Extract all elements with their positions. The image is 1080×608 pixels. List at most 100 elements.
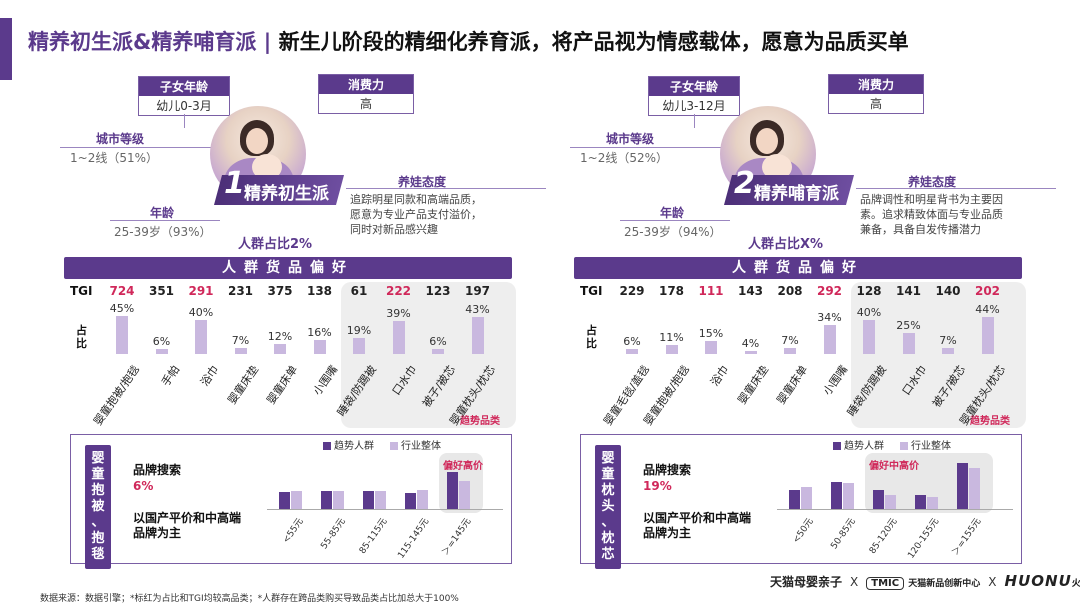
brand-description: 以国产平价和中高端品牌为主 <box>133 511 242 540</box>
share-bar <box>823 325 836 354</box>
category-label: 小围嘴 <box>310 363 340 398</box>
price-bar-trend <box>915 495 926 509</box>
attitude-text-line: 品牌调性和明星背书为主要因 <box>860 193 1003 206</box>
share-bar <box>705 341 717 354</box>
city-tier-value: 1~2线（52%） <box>580 151 668 165</box>
attitude-text-line: 追踪明星同款和高端品质， <box>350 193 482 206</box>
age-value: 25-39岁（94%） <box>624 225 722 239</box>
portrait-face <box>756 128 778 154</box>
price-band-label: 115-145元 <box>396 516 432 561</box>
category-label: 婴童床垫 <box>734 363 771 407</box>
category-label: 婴童床垫 <box>224 363 261 407</box>
spending-value: 高 <box>359 97 372 111</box>
share-percent-label: 12% <box>267 329 293 343</box>
page-title: 精养初生派&精养哺育派 | 新生儿阶段的精细化养育派，将产品视为情感载体，愿意为… <box>28 26 909 56</box>
product-label-char: 枕 <box>601 483 615 498</box>
brand-description: 以国产平价和中高端品牌为主 <box>643 511 752 540</box>
share-bar <box>902 332 915 354</box>
product-label-char: 童 <box>601 467 615 482</box>
attitude-text-line: 同时对新品感兴趣 <box>350 223 438 236</box>
brand-search-label: 品牌搜索 <box>643 463 692 477</box>
legend-trend-swatch <box>833 442 841 450</box>
share-percent-label: 11% <box>659 330 684 344</box>
price-bar-industry <box>927 497 938 509</box>
share-axis-label: 占比 <box>586 324 597 350</box>
price-bar-industry <box>969 468 980 509</box>
tgi-value: 111 <box>698 284 724 298</box>
product-label-char: 抱 <box>91 531 105 546</box>
tgi-value: 141 <box>895 284 922 298</box>
share-bar <box>313 340 326 354</box>
brand-search-label: 品牌搜索 <box>133 463 182 477</box>
segment-name: 精养哺育派 <box>754 184 839 204</box>
price-band-label: 85-115元 <box>358 516 390 556</box>
share-percent-label: 40% <box>856 306 882 319</box>
legend-trend: 趋势人群 <box>323 441 374 452</box>
segment-share: 人群占比2% <box>238 237 313 252</box>
tgi-value: 229 <box>619 284 645 298</box>
tgi-label: TGI <box>70 284 93 298</box>
share-percent-label: 7% <box>231 334 250 348</box>
category-label: 小围嘴 <box>820 363 850 398</box>
product-label-char: 抱 <box>91 483 105 498</box>
product-label-char: 枕 <box>601 531 615 546</box>
tgi-value: 61 <box>350 284 368 298</box>
connector-line <box>856 188 1056 189</box>
price-bar-trend <box>321 491 332 509</box>
tgi-value: 208 <box>777 284 803 298</box>
connector-line <box>60 147 220 148</box>
huonu-logo: HUONU <box>1004 572 1072 590</box>
price-band-label: ＞=155元 <box>950 516 984 558</box>
child-age-label: 子女年龄 <box>649 77 739 96</box>
attitude-text-line: 素。追求精致体面与专业品质 <box>860 208 1003 221</box>
segment-share: 人群占比X% <box>748 237 824 252</box>
huonu-badge: 火奴 <box>1071 579 1080 589</box>
title-separator: | <box>256 30 279 54</box>
price-preference-box: 婴童枕头、枕芯品牌搜索 19% 以国产平价和中高端品牌为主 趋势人群 行业整体 偏好中高价… <box>580 434 1022 569</box>
legend-industry-text: 行业整体 <box>911 441 951 452</box>
legend-industry: 行业整体 <box>390 441 441 452</box>
share-bar <box>471 317 484 354</box>
price-bar-industry <box>459 480 470 509</box>
product-category-vertical-label: 婴童枕头、枕芯 <box>595 445 621 569</box>
share-bar <box>744 350 757 354</box>
share-percent-label: 39% <box>386 306 411 320</box>
attitude-label: 养娃态度 <box>398 175 447 189</box>
title-part1: 精养初生派&精养哺育派 <box>28 30 257 54</box>
preference-band: 人群货品偏好 <box>574 257 1022 279</box>
product-label-char: 童 <box>91 467 105 482</box>
share-bar <box>432 348 444 354</box>
spending-label: 消费力 <box>829 75 923 94</box>
product-label-char: 芯 <box>601 547 615 562</box>
segment-panel-right: 子女年龄 幼儿3-12月 消费力高城市等级 1~2线（52%） 年龄 25-39岁（94%… <box>570 70 1070 570</box>
share-axis-label: 占比 <box>76 324 87 350</box>
tgi-value: 375 <box>267 284 293 298</box>
attitude-text-line: 兼备，具备自发传播潜力 <box>860 223 981 236</box>
legend-industry: 行业整体 <box>900 441 951 452</box>
tgi-value: 202 <box>974 284 1001 298</box>
share-bar <box>274 343 286 354</box>
spending-box: 消费力高 <box>828 74 924 114</box>
legend-trend-text: 趋势人群 <box>334 441 374 452</box>
share-percent-label: 6% <box>152 334 171 348</box>
segment-number: 1 <box>224 166 245 201</box>
share-percent-label: 7% <box>939 334 957 348</box>
tgi-value: 724 <box>109 284 135 298</box>
age-value: 25-39岁（93%） <box>114 225 212 239</box>
title-accent-bar <box>0 18 12 80</box>
share-bar <box>784 348 796 354</box>
share-bar <box>665 344 678 354</box>
share-percent-label: 44% <box>975 302 1000 316</box>
tgi-label: TGI <box>580 284 603 298</box>
chart-legend: 趋势人群 行业整体 <box>833 437 951 452</box>
connector-line <box>346 188 546 189</box>
connector-line <box>694 114 695 128</box>
share-bar <box>863 320 875 354</box>
chart-legend: 趋势人群 行业整体 <box>323 437 441 452</box>
price-band-label: 55-85元 <box>319 516 348 552</box>
attitude-label: 养娃态度 <box>908 175 957 189</box>
price-bar-trend <box>873 490 884 509</box>
category-label: 浴巾 <box>708 363 732 389</box>
product-label-char: 婴 <box>601 451 615 466</box>
age-label: 年龄 <box>150 206 175 220</box>
